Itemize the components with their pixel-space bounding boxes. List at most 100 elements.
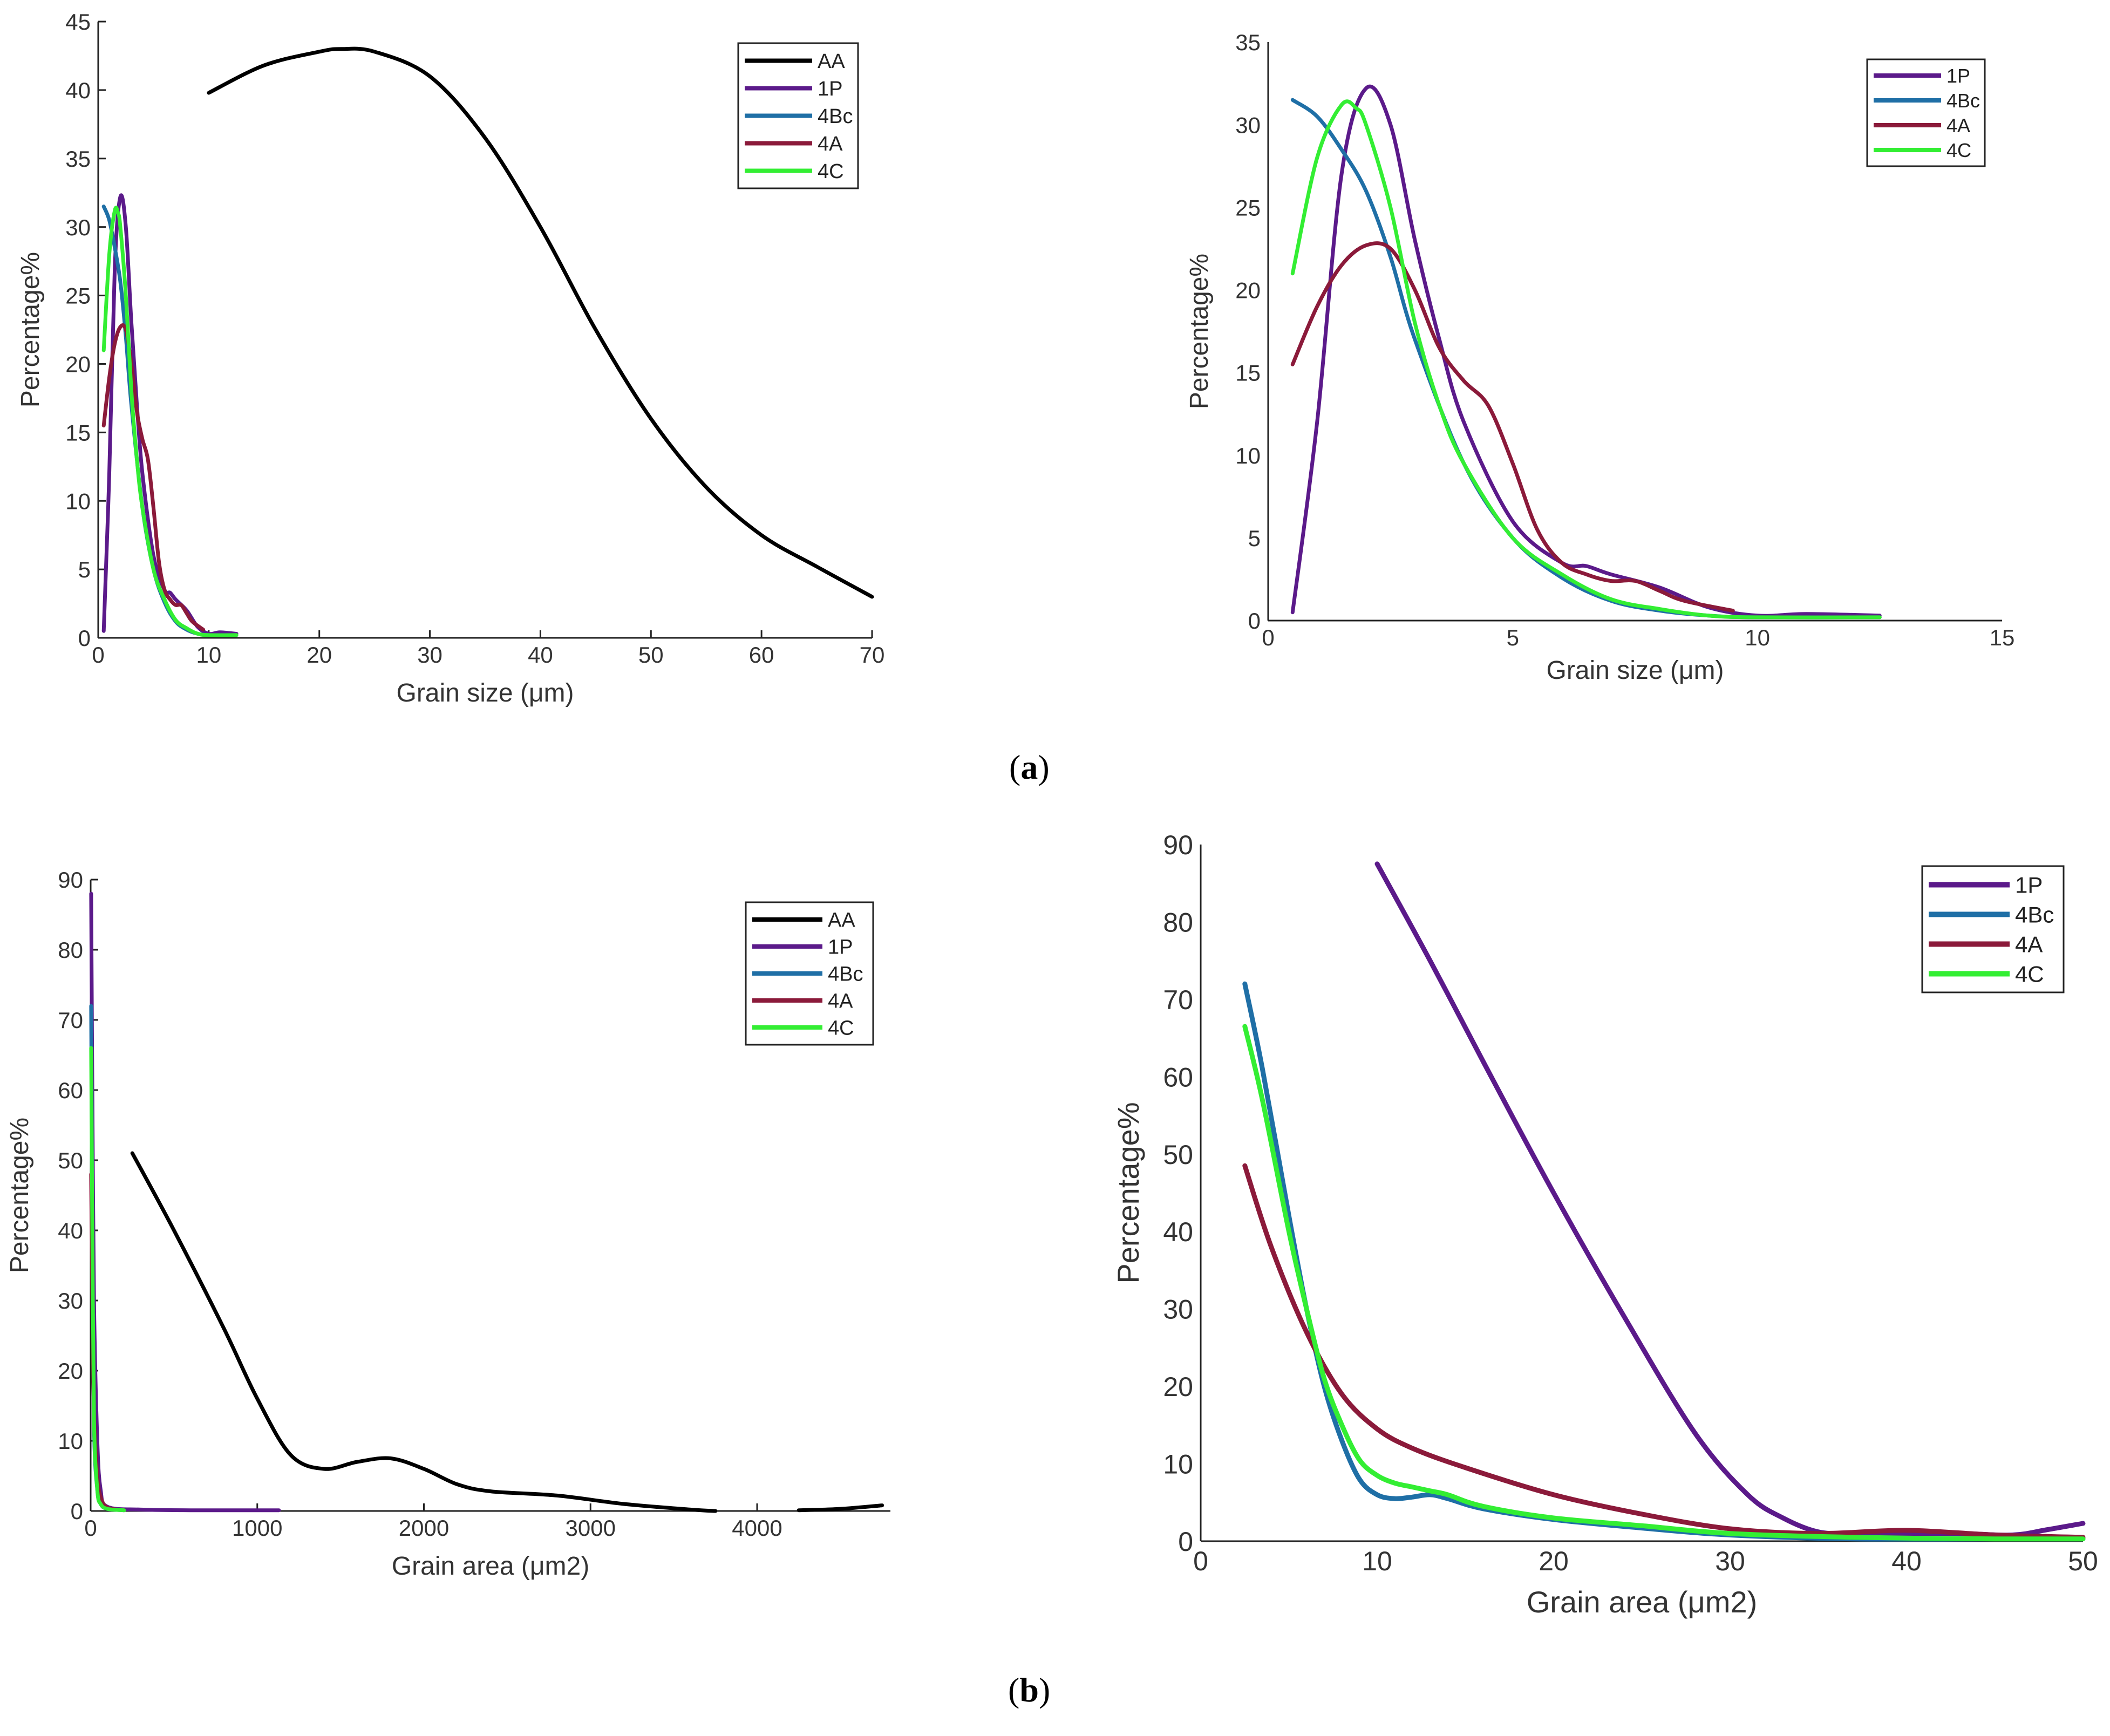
y-tick-label: 80: [1163, 907, 1193, 937]
x-tick-label: 0: [1193, 1546, 1208, 1576]
x-tick-label: 3000: [566, 1515, 616, 1541]
y-tick-label: 15: [1235, 360, 1261, 386]
chart-a-right: 0 5 10 15 0 5 10 15 20 25 30 35 Grain size (μm) Perce…: [1185, 30, 2014, 685]
legend-label-4a: 4A: [1946, 114, 1970, 137]
panel-label-a-open: (: [1009, 748, 1021, 786]
x-axis-label: Grain size (μm): [396, 679, 574, 707]
panel-label-b-letter: b: [1019, 1671, 1039, 1709]
series-line-4a: [101, 323, 206, 632]
x-tick-label: 4000: [732, 1515, 782, 1541]
x-tick-label: 20: [307, 642, 332, 668]
y-tick-label: 30: [58, 1288, 83, 1313]
y-tick-label: 70: [1163, 985, 1193, 1015]
x-tick-label: 2000: [399, 1515, 449, 1541]
x-tick-label: 60: [749, 642, 774, 668]
series-line-aa: [207, 46, 874, 599]
legend-label-aa: AA: [818, 50, 845, 73]
panel-label-b-open: (: [1008, 1671, 1020, 1709]
x-tick-label: 15: [1990, 625, 2015, 650]
y-tick-label: 10: [65, 488, 91, 514]
y-tick-label: 70: [58, 1007, 83, 1033]
panel-label-a: (a): [1009, 747, 1050, 787]
y-tick-label: 40: [65, 78, 91, 103]
legend-label-4c: 4C: [828, 1017, 854, 1040]
y-tick-label: 5: [1248, 526, 1261, 551]
panel-label-a-close: ): [1038, 748, 1050, 786]
series-line-4a: [1242, 1163, 2086, 1540]
y-axis-label: Percentage%: [1185, 254, 1214, 409]
x-tick-label: 1000: [232, 1515, 282, 1541]
y-tick-label: 20: [65, 352, 91, 377]
x-tick-label: 50: [638, 642, 664, 668]
y-tick-label: 20: [58, 1358, 83, 1384]
legend-label-1p: 1P: [828, 936, 853, 959]
y-tick-label: 50: [1163, 1140, 1193, 1170]
legend-label-1p: 1P: [2015, 873, 2043, 898]
y-tick-label: 20: [1163, 1372, 1193, 1402]
legend-label-1p: 1P: [1946, 65, 1970, 87]
y-tick-label: 0: [1178, 1527, 1193, 1557]
y-tick-label: 15: [65, 420, 91, 445]
y-tick-label: 50: [58, 1148, 83, 1173]
series-line-4c: [1242, 1024, 2086, 1542]
y-tick-label: 60: [58, 1078, 83, 1103]
x-tick-label: 0: [92, 642, 104, 668]
x-tick-label: 5: [1507, 625, 1519, 650]
chart-b-left: 0 1000 2000 3000 4000 0 10 20 30 40 50 60 70 80 90 Grai…: [5, 867, 890, 1581]
panel-label-b-close: ): [1038, 1671, 1051, 1709]
x-tick-label: 50: [2068, 1546, 2098, 1576]
y-tick-label: 0: [78, 625, 91, 651]
series-line-4bc: [1242, 981, 2086, 1542]
y-axis-label: Percentage%: [16, 252, 45, 407]
x-axis-label: Grain area (μm2): [392, 1552, 589, 1581]
y-tick-label: 25: [1235, 195, 1261, 220]
x-tick-label: 10: [196, 642, 221, 668]
y-tick-label: 5: [78, 557, 91, 582]
y-tick-label: 90: [58, 867, 83, 893]
y-tick-label: 60: [1163, 1062, 1193, 1092]
y-tick-label: 25: [65, 283, 91, 309]
series-line-4a: [1290, 241, 1735, 613]
y-tick-label: 10: [58, 1428, 83, 1454]
y-tick-label: 90: [1163, 830, 1193, 860]
y-tick-label: 40: [1163, 1217, 1193, 1247]
series-line-4c: [1290, 99, 1882, 619]
x-tick-label: 20: [1539, 1546, 1569, 1576]
x-tick-label: 40: [1891, 1546, 1922, 1576]
legend-label-4bc: 4Bc: [818, 105, 853, 128]
legend-label-4c: 4C: [1946, 139, 1971, 161]
y-tick-label: 80: [58, 937, 83, 963]
y-tick-label: 45: [65, 9, 91, 35]
x-tick-label: 0: [1262, 625, 1274, 650]
panel-label-b: (b): [1008, 1670, 1050, 1710]
x-tick-label: 30: [417, 642, 443, 668]
legend-label-1p: 1P: [818, 78, 842, 100]
y-tick-label: 30: [65, 215, 91, 240]
legend-label-4a: 4A: [818, 133, 843, 155]
panel-label-a-letter: a: [1020, 748, 1038, 786]
x-tick-label: 70: [860, 642, 885, 668]
y-tick-label: 35: [65, 146, 91, 172]
y-axis-label: Percentage%: [1111, 1102, 1145, 1283]
y-tick-label: 30: [1163, 1295, 1193, 1325]
y-tick-label: 40: [58, 1218, 83, 1243]
x-tick-label: 0: [84, 1515, 97, 1541]
x-tick-label: 10: [1745, 625, 1770, 650]
y-tick-label: 0: [1248, 608, 1261, 634]
y-tick-label: 10: [1163, 1449, 1193, 1480]
series-line-1p: [89, 891, 281, 1513]
y-tick-label: 30: [1235, 112, 1261, 138]
y-tick-label: 10: [1235, 443, 1261, 468]
x-tick-label: 30: [1715, 1546, 1745, 1576]
series-line-aa: [130, 1151, 884, 1513]
y-tick-label: 0: [71, 1499, 83, 1524]
legend-label-4bc: 4Bc: [1946, 90, 1980, 112]
x-axis-label: Grain size (μm): [1546, 656, 1724, 685]
legend-label-4c: 4C: [818, 160, 844, 183]
x-tick-label: 10: [1362, 1546, 1392, 1576]
x-tick-label: 40: [528, 642, 553, 668]
series-line-4c: [101, 206, 239, 637]
legend-label-aa: AA: [828, 909, 855, 932]
x-axis-label: Grain area (μm2): [1527, 1585, 1758, 1619]
chart-b-right: 0 10 20 30 40 50 0 10 20 30 40 50 60 70 80 90 Grain area…: [1111, 830, 2098, 1619]
